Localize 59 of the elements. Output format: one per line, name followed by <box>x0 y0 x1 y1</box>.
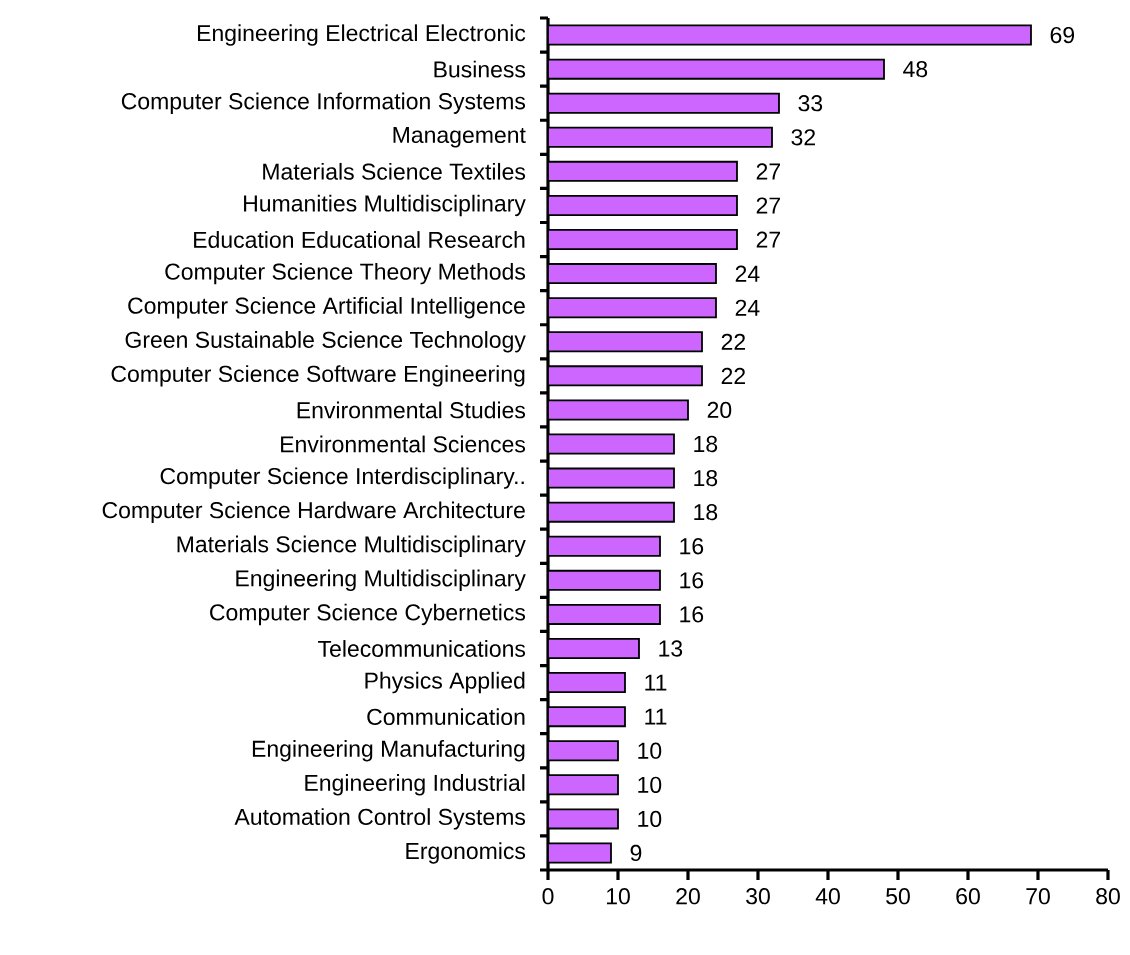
y-tick-label: Education Educational Research <box>194 231 525 248</box>
data-label: 11 <box>645 674 667 691</box>
y-tick-label: Materials Science Multidisciplinary <box>177 535 526 557</box>
x-tick-label: 40 <box>815 888 840 905</box>
x-tick-label: 20 <box>676 888 700 905</box>
y-tick-label: Engineering Industrial <box>305 774 525 796</box>
data-label: 48 <box>903 60 928 78</box>
data-label: 24 <box>735 265 760 282</box>
y-tick-label: Computer Science Interdisciplinary.. <box>160 467 524 489</box>
data-label: 18 <box>694 504 718 521</box>
data-label: 20 <box>707 401 732 419</box>
x-tick-label: 80 <box>1096 888 1120 905</box>
y-tick-label: Computer Science Artificial Intelligence <box>128 296 525 319</box>
data-label: 32 <box>791 129 815 146</box>
y-tick-label: Humanities Multidisciplinary <box>244 194 526 217</box>
data-label: 27 <box>756 197 780 214</box>
data-label: 33 <box>798 95 823 112</box>
data-label: 18 <box>694 435 718 453</box>
x-tick-label: 50 <box>886 888 910 905</box>
data-label: 27 <box>756 163 780 180</box>
y-tick-label: Automation Control Systems <box>234 808 526 830</box>
data-label: 10 <box>638 810 662 828</box>
x-tick-label: 0 <box>542 888 554 905</box>
data-label: 10 <box>638 776 662 793</box>
y-tick-label: Computer Science Information Systems <box>121 92 526 114</box>
y-tick-label: Communication <box>367 708 525 726</box>
data-label: 18 <box>694 469 718 487</box>
y-tick-label: Computer Science Cybernetics <box>210 603 526 626</box>
data-label: 22 <box>721 367 745 384</box>
data-label: 16 <box>680 606 704 623</box>
data-label: 27 <box>756 231 780 248</box>
y-tick-label: Telecommunications <box>318 640 526 657</box>
y-tick-label: Engineering Multidisciplinary <box>236 569 526 592</box>
y-tick-label: Materials Science Textiles <box>263 162 526 180</box>
y-tick-label: Ergonomics <box>406 842 526 864</box>
y-tick-label: Computer Science Software Engineering <box>111 365 525 387</box>
y-tick-label: Computer Science Theory Methods <box>165 262 526 285</box>
data-label: 10 <box>638 742 662 759</box>
data-label: 16 <box>680 538 704 555</box>
y-tick-label: Green Sustainable Science Technology <box>125 331 526 353</box>
data-label: 16 <box>680 572 704 589</box>
x-tick-label: 10 <box>606 888 630 905</box>
data-label: 11 <box>645 708 667 725</box>
x-tick-label: 30 <box>746 888 770 905</box>
data-label: 69 <box>1050 26 1075 44</box>
x-tick-label: 60 <box>956 888 980 905</box>
y-tick-label: Physics Applied <box>365 671 525 694</box>
data-label: 13 <box>659 640 683 657</box>
y-tick-label: Environmental Studies <box>297 401 526 419</box>
y-tick-label: Engineering Electrical Electronic <box>197 24 526 46</box>
y-tick-label: Business <box>434 60 526 78</box>
data-label: 24 <box>735 299 760 316</box>
data-label: 22 <box>721 333 745 350</box>
y-tick-label: Management <box>393 127 526 148</box>
y-tick-label: Environmental Sciences <box>281 435 526 453</box>
x-tick-label: 70 <box>1026 888 1050 905</box>
data-label: 9 <box>630 844 642 862</box>
y-tick-label: Engineering Manufacturing <box>252 740 525 762</box>
y-tick-label: Computer Science Hardware Architecture <box>102 501 525 523</box>
